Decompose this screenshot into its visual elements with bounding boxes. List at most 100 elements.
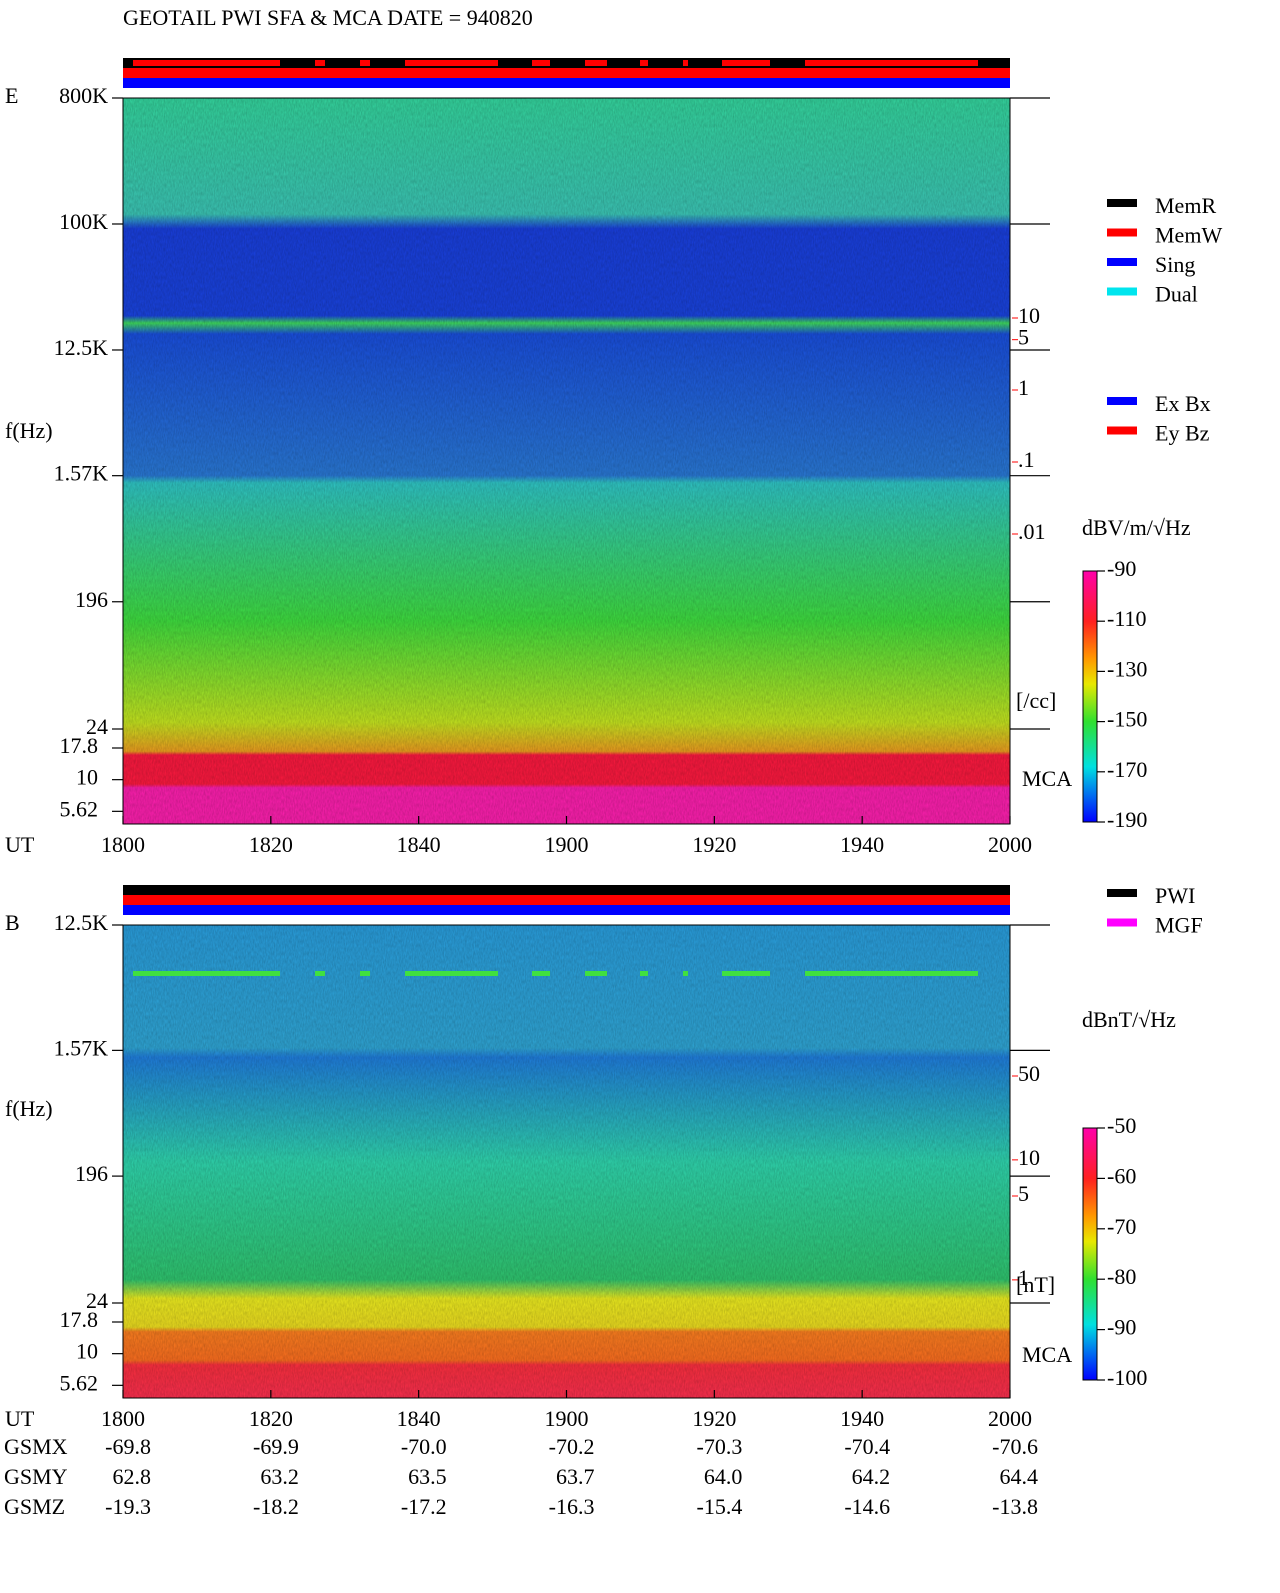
colorbar-tick-label: -190	[1107, 807, 1147, 832]
y-tick-label: 100K	[59, 209, 108, 234]
mca-tick-label: 17.8	[60, 733, 99, 758]
x-tick-label: 1940	[840, 832, 884, 857]
density-tick-label: 5	[1018, 325, 1029, 350]
mca-tick-label: 10	[76, 1339, 98, 1364]
status-bar	[123, 905, 1010, 915]
legend-label: PWI	[1155, 883, 1195, 908]
legend-swatch	[1107, 426, 1137, 435]
colorbar-tick-label: -170	[1107, 757, 1147, 782]
line-segments	[133, 971, 978, 976]
colorbar	[1082, 1127, 1098, 1381]
mca-label: MCA	[1022, 766, 1072, 791]
y-tick-label: 1.57K	[54, 461, 109, 486]
title: GEOTAIL PWI SFA & MCA DATE = 940820	[123, 5, 533, 30]
orbit-value: 63.5	[408, 1464, 447, 1489]
density-tick-label: 5	[1018, 1181, 1029, 1206]
orbit-row-label: GSMX	[4, 1434, 68, 1459]
orbit-value: -70.6	[992, 1434, 1038, 1459]
legend-swatch	[1107, 228, 1137, 237]
y-tick-label: 1.57K	[54, 1035, 109, 1060]
density-tick-label: 1	[1018, 1265, 1029, 1290]
orbit-value: -14.6	[844, 1494, 890, 1519]
x-tick-label: 1940	[840, 1406, 884, 1431]
status-bar	[123, 58, 1010, 68]
colorbar-tick-label: -100	[1107, 1365, 1147, 1390]
status-bar	[123, 895, 1010, 905]
legend-swatch	[1107, 287, 1137, 296]
colorbar-tick-label: -70	[1107, 1214, 1136, 1239]
spectrogram-texture	[123, 925, 1010, 1398]
legend-label: Ey Bz	[1155, 421, 1210, 446]
mca-tick-label: 5.62	[60, 796, 99, 821]
y-tick-label: 24	[86, 1288, 108, 1313]
orbit-value: 63.7	[556, 1464, 595, 1489]
y-tick-label: 12.5K	[54, 335, 109, 360]
orbit-value: -70.0	[401, 1434, 447, 1459]
orbit-row-label: GSMY	[4, 1464, 68, 1489]
x-tick-label: 1900	[545, 1406, 589, 1431]
x-tick-label: 1920	[692, 1406, 736, 1431]
orbit-value: -19.3	[105, 1494, 151, 1519]
status-segments	[133, 60, 978, 66]
orbit-value: -13.8	[992, 1494, 1038, 1519]
orbit-value: 62.8	[113, 1464, 152, 1489]
x-tick-label: 1800	[101, 1406, 145, 1431]
panel-label: E	[5, 83, 18, 108]
x-tick-label: 1840	[397, 832, 441, 857]
mca-tick-label: 10	[76, 765, 98, 790]
density-tick-label: 10	[1018, 1145, 1040, 1170]
legend-label: MemW	[1155, 223, 1222, 248]
colorbar-tick-label: -90	[1107, 1315, 1136, 1340]
y-tick-label: 196	[75, 587, 108, 612]
y-axis-label: f(Hz)	[5, 1096, 53, 1121]
x-tick-label: 1900	[545, 832, 589, 857]
orbit-value: 64.2	[852, 1464, 891, 1489]
colorbar-tick-label: -110	[1107, 606, 1147, 631]
density-unit: [nT]	[1016, 1272, 1055, 1297]
legend-swatch	[1107, 397, 1137, 405]
density-tick-label: .1	[1018, 447, 1035, 472]
orbit-value: 64.0	[704, 1464, 743, 1489]
x-tick-label: 1840	[397, 1406, 441, 1431]
orbit-value: -69.8	[105, 1434, 151, 1459]
colorbar-tick-label: -90	[1107, 556, 1136, 581]
legend-swatch	[1107, 889, 1137, 897]
colorbar-tick-label: -130	[1107, 656, 1147, 681]
orbit-value: -17.2	[401, 1494, 447, 1519]
legend-label: MemR	[1155, 193, 1216, 218]
density-unit: [/cc]	[1016, 688, 1056, 713]
status-bar	[123, 885, 1010, 895]
legend-swatch	[1107, 258, 1137, 266]
y-tick-label: 800K	[59, 83, 108, 108]
density-tick-label: 50	[1018, 1061, 1040, 1086]
x-tick-label: 1820	[249, 832, 293, 857]
colorbar-tick-label: -50	[1107, 1113, 1136, 1138]
x-axis-label: UT	[5, 1406, 35, 1431]
mca-tick-label: 5.62	[60, 1370, 99, 1395]
colorbar-tick-label: -60	[1107, 1163, 1136, 1188]
density-tick-label: 1	[1018, 375, 1029, 400]
colorbar-label: dBV/m/√Hz	[1082, 515, 1191, 540]
y-axis-label: f(Hz)	[5, 418, 53, 443]
orbit-value: -18.2	[253, 1494, 299, 1519]
x-axis-label: UT	[5, 832, 35, 857]
legend-swatch	[1107, 199, 1137, 207]
x-tick-label: 1920	[692, 832, 736, 857]
legend-swatch	[1107, 918, 1137, 927]
orbit-value: -69.9	[253, 1434, 299, 1459]
legend-label: Sing	[1155, 252, 1195, 277]
orbit-value: -70.2	[549, 1434, 595, 1459]
colorbar-tick-label: -80	[1107, 1264, 1136, 1289]
panel-label: B	[5, 910, 20, 935]
orbit-row-label: GSMZ	[4, 1494, 65, 1519]
colorbar-tick-label: -150	[1107, 707, 1147, 732]
colorbar-label: dBnT/√Hz	[1082, 1007, 1176, 1032]
mca-tick-label: 17.8	[60, 1307, 99, 1332]
status-bar	[123, 68, 1010, 78]
y-tick-label: 12.5K	[54, 910, 109, 935]
orbit-value: -15.4	[697, 1494, 743, 1519]
legend-label: Dual	[1155, 282, 1198, 307]
orbit-value: -70.3	[697, 1434, 743, 1459]
mca-label: MCA	[1022, 1342, 1072, 1367]
